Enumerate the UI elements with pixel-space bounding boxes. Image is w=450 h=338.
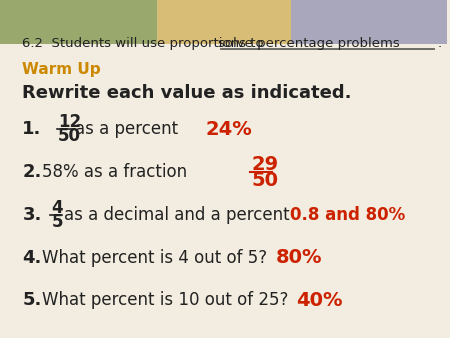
Text: solve percentage problems: solve percentage problems: [218, 38, 400, 50]
Text: 5.: 5.: [22, 291, 42, 309]
Text: 58% as a fraction: 58% as a fraction: [42, 163, 188, 182]
Bar: [0, 44, 447, 338]
Text: .: .: [437, 38, 441, 50]
Text: 4: 4: [51, 199, 63, 217]
Text: Warm Up: Warm Up: [22, 62, 101, 77]
Text: What percent is 4 out of 5?: What percent is 4 out of 5?: [42, 249, 268, 267]
Text: 24%: 24%: [206, 120, 252, 139]
Text: 80%: 80%: [276, 248, 322, 267]
Text: 50: 50: [251, 171, 278, 190]
Bar: [291, 0, 447, 44]
Text: Rewrite each value as indicated.: Rewrite each value as indicated.: [22, 84, 352, 102]
Text: as a percent: as a percent: [75, 120, 178, 139]
Bar: [0, 0, 157, 44]
Text: 6.2  Students will use proportions to: 6.2 Students will use proportions to: [22, 38, 268, 50]
Text: What percent is 10 out of 25?: What percent is 10 out of 25?: [42, 291, 289, 309]
Text: 4.: 4.: [22, 249, 42, 267]
Text: 3.: 3.: [22, 206, 42, 224]
Text: 1.: 1.: [22, 120, 42, 139]
Text: 5: 5: [51, 213, 63, 232]
Text: 12: 12: [58, 113, 81, 131]
Text: 40%: 40%: [296, 291, 342, 310]
Text: 29: 29: [251, 155, 279, 174]
Text: as a decimal and a percent: as a decimal and a percent: [64, 206, 289, 224]
Text: 0.8 and 80%: 0.8 and 80%: [290, 206, 405, 224]
Bar: [157, 0, 291, 44]
Text: 50: 50: [58, 127, 81, 145]
Text: 2.: 2.: [22, 163, 42, 182]
